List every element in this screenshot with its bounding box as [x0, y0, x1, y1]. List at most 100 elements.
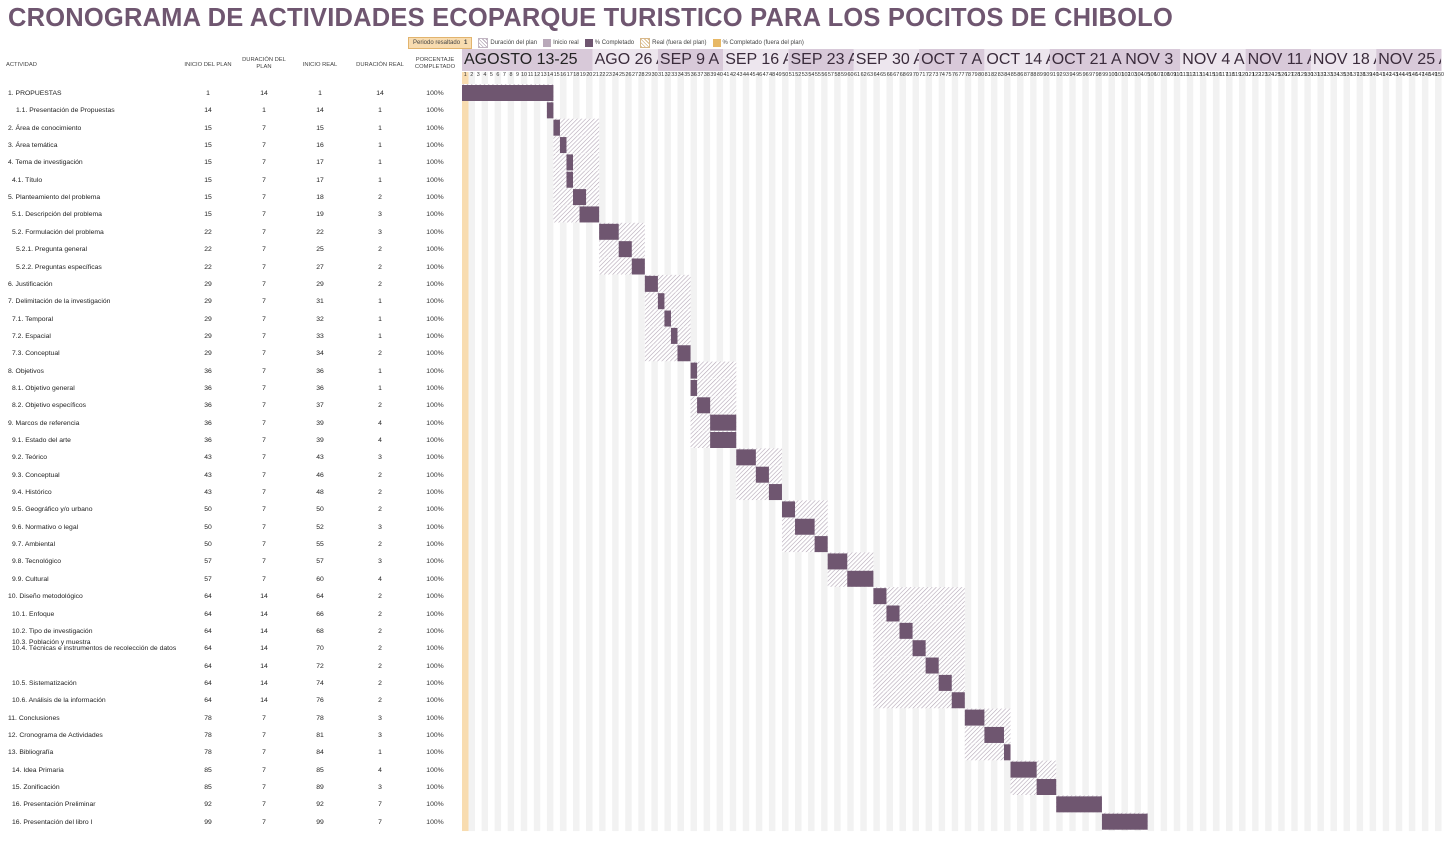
table-row[interactable]: 9.2. Teórico 43 7 43 3 100%	[0, 449, 460, 466]
day-column	[703, 72, 711, 832]
table-row[interactable]: 7.2. Espacial 29 7 33 1 100%	[0, 328, 460, 345]
table-row[interactable]: 14. Idea Primaria 85 7 85 4 100%	[0, 762, 460, 779]
day-column	[1304, 72, 1311, 832]
table-row[interactable]: 8. Objetivos 36 7 36 1 100%	[0, 363, 460, 380]
day-column	[1062, 72, 1070, 832]
table-row[interactable]: 8.2. Objetivo específicos 36 7 37 2 100%	[0, 397, 460, 414]
actual-bar	[736, 449, 756, 466]
table-row[interactable]: 6. Justificación 29 7 29 2 100%	[0, 276, 460, 293]
table-row[interactable]: 11. Conclusiones 78 7 78 3 100%	[0, 710, 460, 727]
actual-bar	[599, 223, 619, 240]
actual-bar	[697, 397, 711, 414]
day-number: 12	[534, 72, 541, 78]
table-row[interactable]: 5.1. Descripción del problema 15 7 19 3 100%	[0, 206, 460, 223]
day-column	[1350, 72, 1357, 832]
day-column	[540, 72, 547, 832]
real-duration-cell: 1	[378, 315, 382, 323]
table-row[interactable]: 9.1. Estado del arte 36 7 39 4 100%	[0, 432, 460, 449]
table-row[interactable]: 4. Tema de investigación 15 7 17 1 100%	[0, 154, 460, 171]
real-start-cell: 74	[316, 679, 324, 687]
table-row[interactable]: 1. PROPUESTAS 1 14 1 14 100%	[0, 85, 460, 102]
highlighted-period-control[interactable]: Periodo resaltado 1	[408, 37, 473, 49]
table-row[interactable]: 9.4. Histórico 43 7 48 2 100%	[0, 484, 460, 501]
real-duration-cell: 2	[378, 246, 382, 254]
real-duration-cell: 1	[378, 332, 382, 340]
real-start-cell: 27	[316, 263, 324, 271]
day-number: 118	[1226, 72, 1235, 78]
table-row[interactable]: 10.2. Tipo de investigación 64 14 68 2 100%	[0, 623, 460, 640]
day-column	[1343, 72, 1351, 832]
table-row[interactable]: 9.7. Ambiental 50 7 55 2 100%	[0, 536, 460, 553]
table-row[interactable]: 9.3. Conceptual 43 7 46 2 100%	[0, 467, 460, 484]
day-column	[814, 72, 822, 832]
table-row[interactable]: 9.9. Cultural 57 7 60 4 100%	[0, 571, 460, 588]
real-start-cell: 17	[316, 159, 324, 167]
day-number: 72	[925, 72, 932, 78]
real-duration-cell: 1	[378, 142, 382, 150]
table-row[interactable]: 16. Presentación Preliminar 92 7 92 7 100%	[0, 796, 460, 813]
actual-bar	[670, 327, 678, 344]
table-row[interactable]: 9.6. Normativo o legal 50 7 52 3 100%	[0, 519, 460, 536]
table-row[interactable]: 7.3. Conceptual 29 7 34 2 100%	[0, 345, 460, 362]
actual-bar	[925, 657, 939, 674]
day-column	[977, 72, 985, 832]
table-row[interactable]: 10.5. Sistematización 64 14 74 2 100%	[0, 675, 460, 692]
table-row[interactable]: 15. Zonificación 85 7 89 3 100%	[0, 779, 460, 796]
table-row[interactable]: 7.1. Temporal 29 7 32 1 100%	[0, 311, 460, 328]
table-row[interactable]: 5.2. Formulación del problema 22 7 22 3 100%	[0, 224, 460, 241]
table-row[interactable]: 10.1. Enfoque 64 14 66 2 100%	[0, 606, 460, 623]
plan-duration-cell: 7	[262, 142, 266, 150]
table-row[interactable]: 9. Marcos de referencia 36 7 39 4 100%	[0, 415, 460, 432]
day-number: 70	[912, 72, 919, 78]
real-duration-cell: 1	[378, 124, 382, 132]
plan-start-cell: 43	[204, 489, 212, 497]
plan-swatch	[478, 38, 489, 48]
plan-start-cell: 92	[204, 801, 212, 809]
table-row[interactable]: 4.1. Título 15 7 17 1 100%	[0, 172, 460, 189]
task-name: 9.7. Ambiental	[12, 541, 56, 549]
real-start-cell: 76	[316, 697, 324, 705]
table-row[interactable]: 3. Área temática 15 7 16 1 100%	[0, 137, 460, 154]
table-row[interactable]: 10. Diseño metodológico 64 14 64 2 100%	[0, 588, 460, 605]
table-row[interactable]: 5.2.1. Pregunta general 22 7 25 2 100%	[0, 241, 460, 258]
period-label: SEP 16 A SEP 22	[725, 51, 789, 68]
day-number: 139	[1363, 72, 1373, 78]
day-column	[1141, 72, 1148, 832]
day-number: 97	[1089, 72, 1096, 78]
table-row[interactable]: 9.5. Geográfico y/o urbano 50 7 50 2 100%	[0, 501, 460, 518]
actual-bar	[566, 154, 574, 171]
period-value[interactable]: 1	[464, 40, 468, 46]
day-column	[1069, 72, 1076, 832]
table-row[interactable]: 2. Área de conocimiento 15 7 15 1 100%	[0, 120, 460, 137]
table-row[interactable]: 16. Presentación del libro I 99 7 99 7 100%	[0, 814, 460, 831]
table-row[interactable]: 9.8. Tecnológico 57 7 57 3 100%	[0, 553, 460, 570]
table-row[interactable]: 8.1. Objetivo general 36 7 36 1 100%	[0, 380, 460, 397]
actual-bar	[579, 206, 600, 223]
day-column	[801, 72, 809, 832]
period-label: OCT 21 A NOV 3	[1051, 51, 1174, 68]
table-row[interactable]: 10.3. Población y muestra 10.4. Técnicas …	[0, 639, 460, 657]
day-number: 7	[502, 72, 506, 78]
real-start-cell: 46	[316, 471, 324, 479]
task-name: 10.1. Enfoque	[12, 610, 55, 618]
table-row[interactable]: 13. Bibliografía 78 7 84 1 100%	[0, 744, 460, 761]
real-start-cell: 14	[316, 107, 324, 115]
table-row[interactable]: 1.1. Presentación de Propuestas 14 1 14 1 100…	[0, 102, 460, 119]
table-row[interactable]: 5.2.2. Preguntas específicas 22 7 27 2 100%	[0, 259, 460, 276]
plan-duration-cell: 7	[262, 489, 266, 497]
legend: Periodo resaltado 1 Duración del plan In…	[408, 37, 810, 49]
table-row[interactable]: 64 14 72 2 100%	[0, 658, 460, 675]
table-row[interactable]: 5. Planteamiento del problema 15 7 18 2 100%	[0, 189, 460, 206]
day-column	[1369, 72, 1377, 832]
table-row[interactable]: 7. Delimitación de la investigación 29 7 31…	[0, 293, 460, 310]
percent-cell: 100%	[426, 124, 444, 132]
plan-duration-cell: 7	[262, 228, 266, 236]
real-duration-cell: 3	[378, 784, 382, 791]
day-number: 132	[1317, 72, 1327, 78]
table-row[interactable]: 10.6. Análisis de la información 64 14 76 2 1…	[0, 692, 460, 709]
percent-cell: 100%	[426, 90, 444, 97]
day-column	[912, 72, 920, 832]
real-start-cell: 55	[316, 541, 324, 549]
day-column	[1317, 72, 1324, 832]
table-row[interactable]: 12. Cronograma de Actividades 78 7 81 3 100%	[0, 727, 460, 744]
